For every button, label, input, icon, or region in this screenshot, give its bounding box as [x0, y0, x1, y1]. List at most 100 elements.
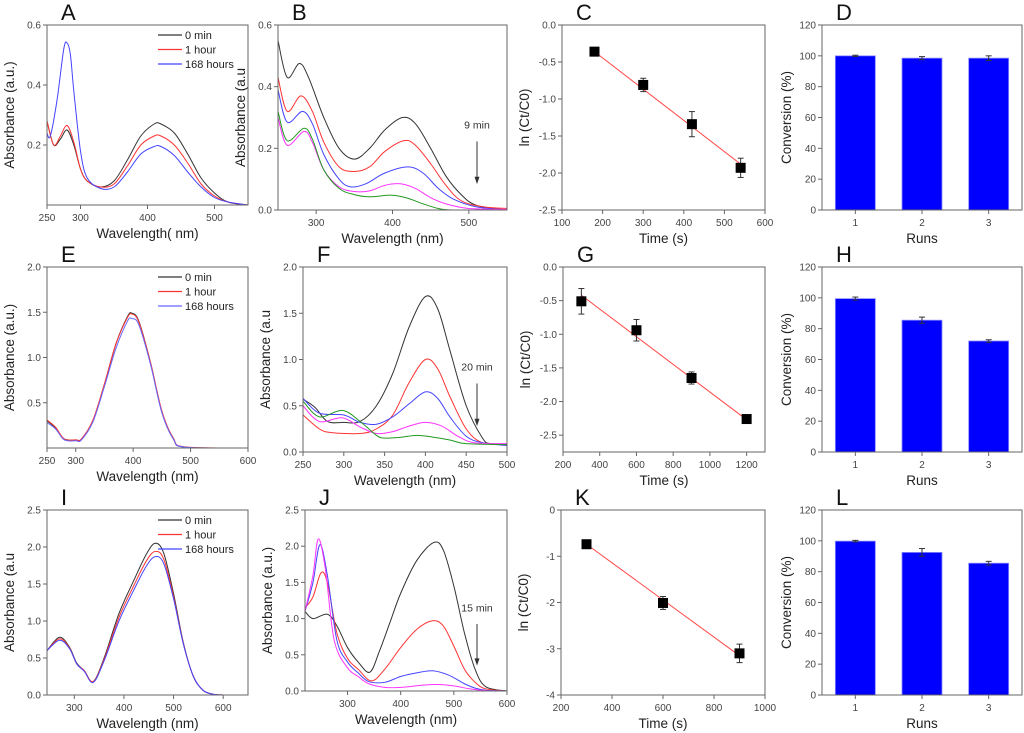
x-tick-label: 1000 — [754, 703, 777, 714]
x-tick-label: 300 — [67, 456, 84, 467]
y-tick-label: 0.4 — [258, 82, 272, 93]
data-point — [589, 46, 600, 57]
panel-letter: A — [61, 0, 76, 25]
x-tick-label: 2 — [919, 460, 925, 471]
y-tick-label: 1.5 — [27, 580, 41, 591]
arrow-head-icon — [474, 418, 480, 427]
x-tick-label: 1000 — [699, 460, 722, 471]
y-tick-label: 1.5 — [285, 578, 299, 589]
y-tick-label: 1.5 — [283, 309, 297, 320]
panel-k: K 200 400 600 800 1000 0 -1 -2 -3 -4 Time (s) ln (Ct… — [516, 485, 777, 731]
y-tick-label: 0.2 — [258, 144, 272, 155]
y-tick-label: 0 — [810, 691, 816, 702]
panel-letter: K — [575, 485, 590, 510]
y-tick-label: 0.6 — [27, 21, 41, 32]
y-tick-label: 0.0 — [27, 691, 41, 702]
series-line-0 — [305, 541, 507, 691]
y-tick-label: -0.5 — [539, 58, 557, 69]
y-tick-label: -0.5 — [540, 296, 558, 307]
y-tick-label: 2.0 — [283, 263, 297, 274]
series-line-0 — [47, 542, 224, 695]
data-point — [734, 648, 745, 659]
x-tick-label: 300 — [308, 218, 325, 229]
legend-label: 1 hour — [185, 45, 217, 57]
y-tick-label: 120 — [799, 21, 816, 32]
panel-letter: B — [292, 0, 307, 25]
x-axis-label: Wavelength( nm) — [96, 226, 198, 241]
y-tick-label: 0.5 — [27, 398, 41, 409]
x-tick-label: 200 — [553, 703, 570, 714]
time-annotation: 9 min — [464, 120, 490, 132]
x-axis-label: Runs — [906, 473, 938, 488]
y-tick-label: 40 — [805, 386, 817, 397]
y-tick-label: 0 — [549, 506, 555, 517]
y-tick-label: -2.5 — [539, 206, 557, 217]
y-tick-label: 2.0 — [285, 542, 299, 553]
data-point — [686, 373, 697, 383]
x-axis-label: Time (s) — [640, 473, 689, 488]
x-tick-label: 400 — [675, 218, 692, 229]
x-tick-label: 500 — [445, 699, 462, 710]
y-axis-label: Absorbance (a.u — [233, 68, 248, 167]
y-tick-label: 0.0 — [283, 448, 297, 459]
x-axis-label: Wavelength (nm) — [355, 712, 457, 727]
series-line-1 — [47, 313, 248, 448]
y-axis-label: ln (Ct/C0) — [516, 574, 531, 632]
x-axis-label: Wavelength (nm) — [96, 716, 198, 731]
y-tick-label: 0 — [810, 448, 816, 459]
y-axis-label: Absorbance (a.u.) — [260, 547, 275, 654]
y-tick-label: 100 — [799, 51, 816, 62]
plot-area — [581, 539, 745, 664]
y-tick-label: 20 — [805, 660, 817, 671]
x-tick-label: 3 — [986, 218, 992, 229]
series-line-0 — [47, 312, 248, 448]
x-tick-label: 400 — [125, 456, 142, 467]
x-tick-label: 500 — [499, 460, 516, 471]
series-line-1 — [47, 550, 224, 695]
bar — [968, 57, 1010, 210]
plot-area — [47, 312, 248, 448]
legend-label: 1 hour — [185, 530, 217, 542]
arrow-head-icon — [474, 176, 480, 185]
y-tick-label: 2.5 — [27, 506, 41, 517]
x-tick-label: 600 — [757, 218, 774, 229]
x-axis-label: Wavelength (nm) — [341, 231, 443, 246]
x-tick-label: 800 — [706, 703, 723, 714]
y-tick-label: 80 — [805, 82, 817, 93]
y-tick-label: -4 — [546, 691, 555, 702]
fit-line — [594, 51, 741, 165]
y-tick-label: 0.0 — [542, 21, 556, 32]
y-tick-label: 0.5 — [283, 401, 297, 412]
x-tick-label: 600 — [240, 456, 257, 467]
data-point — [741, 414, 752, 425]
x-tick-label: 400 — [392, 699, 409, 710]
x-axis-label: Time (s) — [639, 231, 688, 246]
x-tick-label: 600 — [628, 460, 645, 471]
legend-label: 168 hours — [185, 544, 234, 556]
fit-line — [581, 294, 747, 421]
y-tick-label: -1.5 — [540, 363, 558, 374]
plot-area — [834, 54, 1010, 210]
data-point — [658, 597, 668, 608]
y-tick-label: 20 — [805, 175, 817, 186]
axes-frame — [46, 24, 249, 206]
y-tick-label: 0.6 — [258, 21, 272, 32]
x-tick-label: 500 — [460, 218, 477, 229]
x-axis-label: Time (s) — [639, 716, 688, 731]
x-tick-label: 100 — [554, 218, 571, 229]
y-tick-label: 120 — [799, 506, 816, 517]
series-line-4 — [303, 400, 507, 446]
x-tick-label: 300 — [335, 460, 352, 471]
y-tick-label: 60 — [805, 598, 817, 609]
axes-frame — [561, 24, 766, 211]
y-axis-label: ln (Ct/C0) — [517, 89, 532, 147]
series-line-1 — [47, 120, 248, 205]
y-axis-label: Absorbance (a.u — [2, 553, 17, 652]
plot-area — [589, 46, 746, 178]
y-tick-label: -3 — [546, 644, 555, 655]
x-tick-label: 400 — [417, 460, 434, 471]
series-line-0 — [278, 40, 507, 210]
x-tick-label: 3 — [986, 703, 992, 714]
time-annotation: 20 min — [461, 362, 493, 374]
legend-label: 1 hour — [185, 287, 217, 299]
